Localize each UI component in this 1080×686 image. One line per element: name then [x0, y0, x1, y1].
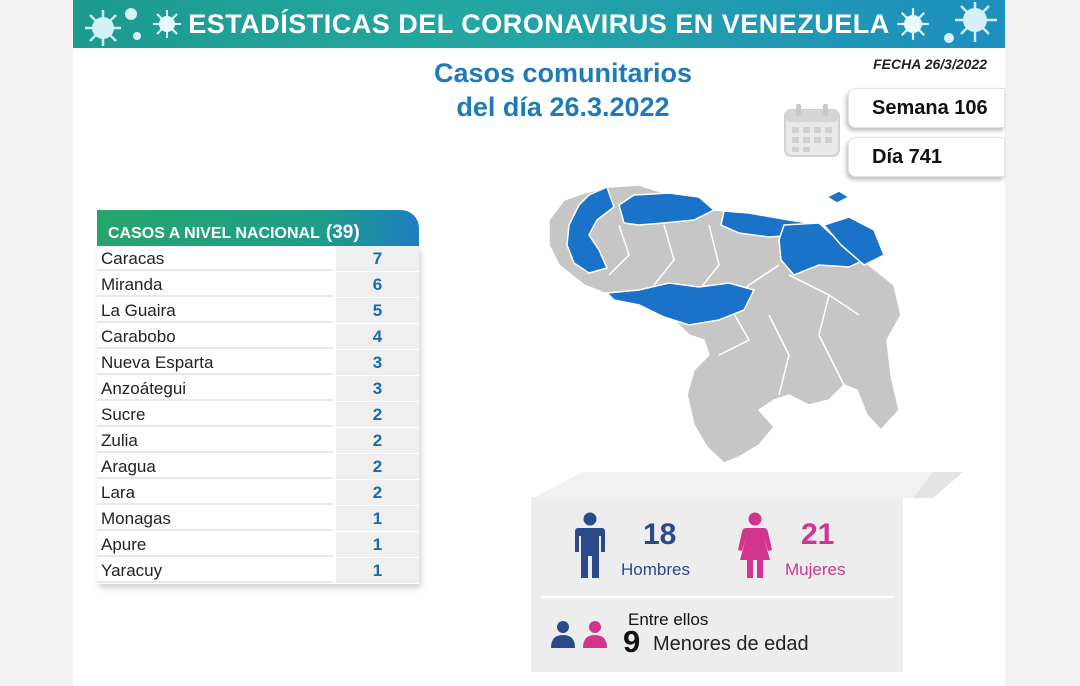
- title-line-1: Casos comunitarios: [433, 58, 693, 88]
- title-line-2: del día 26.3.2022: [456, 92, 670, 122]
- cases-table: Caracas 7 Miranda 6 La Guaira 5 Carabobo 4 Nueva…: [97, 246, 419, 584]
- map-monagas: [822, 216, 885, 266]
- men-count: 18: [643, 518, 677, 551]
- table-row: Aragua 2: [97, 454, 419, 480]
- table-row: La Guaira 5: [97, 298, 419, 324]
- state-name: Monagas: [97, 506, 333, 531]
- table-row: Miranda 6: [97, 272, 419, 298]
- table-row: Zulia 2: [97, 428, 419, 454]
- map-apure: [605, 282, 756, 326]
- banner-title: ESTADÍSTICAS DEL CORONAVIRUS EN VENEZUEL…: [188, 9, 890, 39]
- state-cases: 2: [333, 402, 419, 427]
- map-falcon-lara: [618, 192, 716, 226]
- table-row: Nueva Esparta 3: [97, 350, 419, 376]
- virus-icon: [944, 2, 997, 43]
- minors-label: Menores de edad: [653, 633, 809, 655]
- state-cases: 2: [333, 454, 419, 479]
- state-name: Zulia: [97, 428, 333, 453]
- week-badge: Semana 106: [848, 88, 1005, 128]
- day-badge: Día 741: [848, 137, 1005, 177]
- table-heading: CASOS A NIVEL NACIONAL (39): [97, 210, 419, 246]
- state-cases: 1: [333, 506, 419, 531]
- state-cases: 4: [333, 324, 419, 349]
- state-name: La Guaira: [97, 298, 333, 323]
- header-banner: ESTADÍSTICAS DEL CORONAVIRUS EN VENEZUEL…: [73, 0, 1005, 48]
- virus-icon: [85, 8, 141, 46]
- state-cases: 2: [333, 480, 419, 505]
- page-title: Casos comunitarios del día 26.3.2022: [413, 56, 713, 124]
- virus-icon: [153, 10, 181, 38]
- state-name: Nueva Esparta: [97, 350, 333, 375]
- women-label: Mujeres: [785, 560, 846, 579]
- women-count: 21: [801, 518, 835, 551]
- state-cases: 6: [333, 272, 419, 297]
- table-row: Lara 2: [97, 480, 419, 506]
- table-heading-label: CASOS A NIVEL NACIONAL: [108, 225, 320, 242]
- state-name: Caracas: [97, 246, 333, 271]
- state-cases: 5: [333, 298, 419, 323]
- table-row: Anzoátegui 3: [97, 376, 419, 402]
- woman-icon: [738, 512, 772, 578]
- table-row: Yaracuy 1: [97, 558, 419, 584]
- state-cases: 3: [333, 350, 419, 375]
- man-icon: [575, 512, 605, 578]
- calendar-icon: [784, 104, 840, 157]
- state-name: Yaracuy: [97, 558, 333, 583]
- virus-icon: [897, 8, 929, 40]
- state-name: Apure: [97, 532, 333, 557]
- state-name: Sucre: [97, 402, 333, 427]
- state-name: Aragua: [97, 454, 333, 479]
- venezuela-map: [548, 184, 902, 464]
- entre-ellos-label: Entre ellos: [628, 610, 709, 629]
- minors-icon: [551, 621, 607, 648]
- minors-count: 9: [623, 624, 641, 659]
- table-row: Apure 1: [97, 532, 419, 558]
- divider: [541, 596, 893, 598]
- state-name: Lara: [97, 480, 333, 505]
- report-date: FECHA 26/3/2022: [873, 56, 987, 72]
- table-row: Caracas 7: [97, 246, 419, 272]
- state-cases: 3: [333, 376, 419, 401]
- state-name: Anzoátegui: [97, 376, 333, 401]
- table-row: Monagas 1: [97, 506, 419, 532]
- men-label: Hombres: [621, 560, 690, 579]
- state-name: Miranda: [97, 272, 333, 297]
- map-pedestal: [533, 472, 963, 498]
- infographic: ESTADÍSTICAS DEL CORONAVIRUS EN VENEZUEL…: [73, 0, 1005, 686]
- state-cases: 7: [333, 246, 419, 271]
- table-row: Sucre 2: [97, 402, 419, 428]
- map-zulia: [566, 185, 615, 274]
- state-cases: 1: [333, 532, 419, 557]
- state-name: Carabobo: [97, 324, 333, 349]
- state-cases: 2: [333, 428, 419, 453]
- state-cases: 1: [333, 558, 419, 583]
- map-nueva-esparta: [825, 190, 851, 204]
- table-total: (39): [325, 222, 360, 243]
- table-row: Carabobo 4: [97, 324, 419, 350]
